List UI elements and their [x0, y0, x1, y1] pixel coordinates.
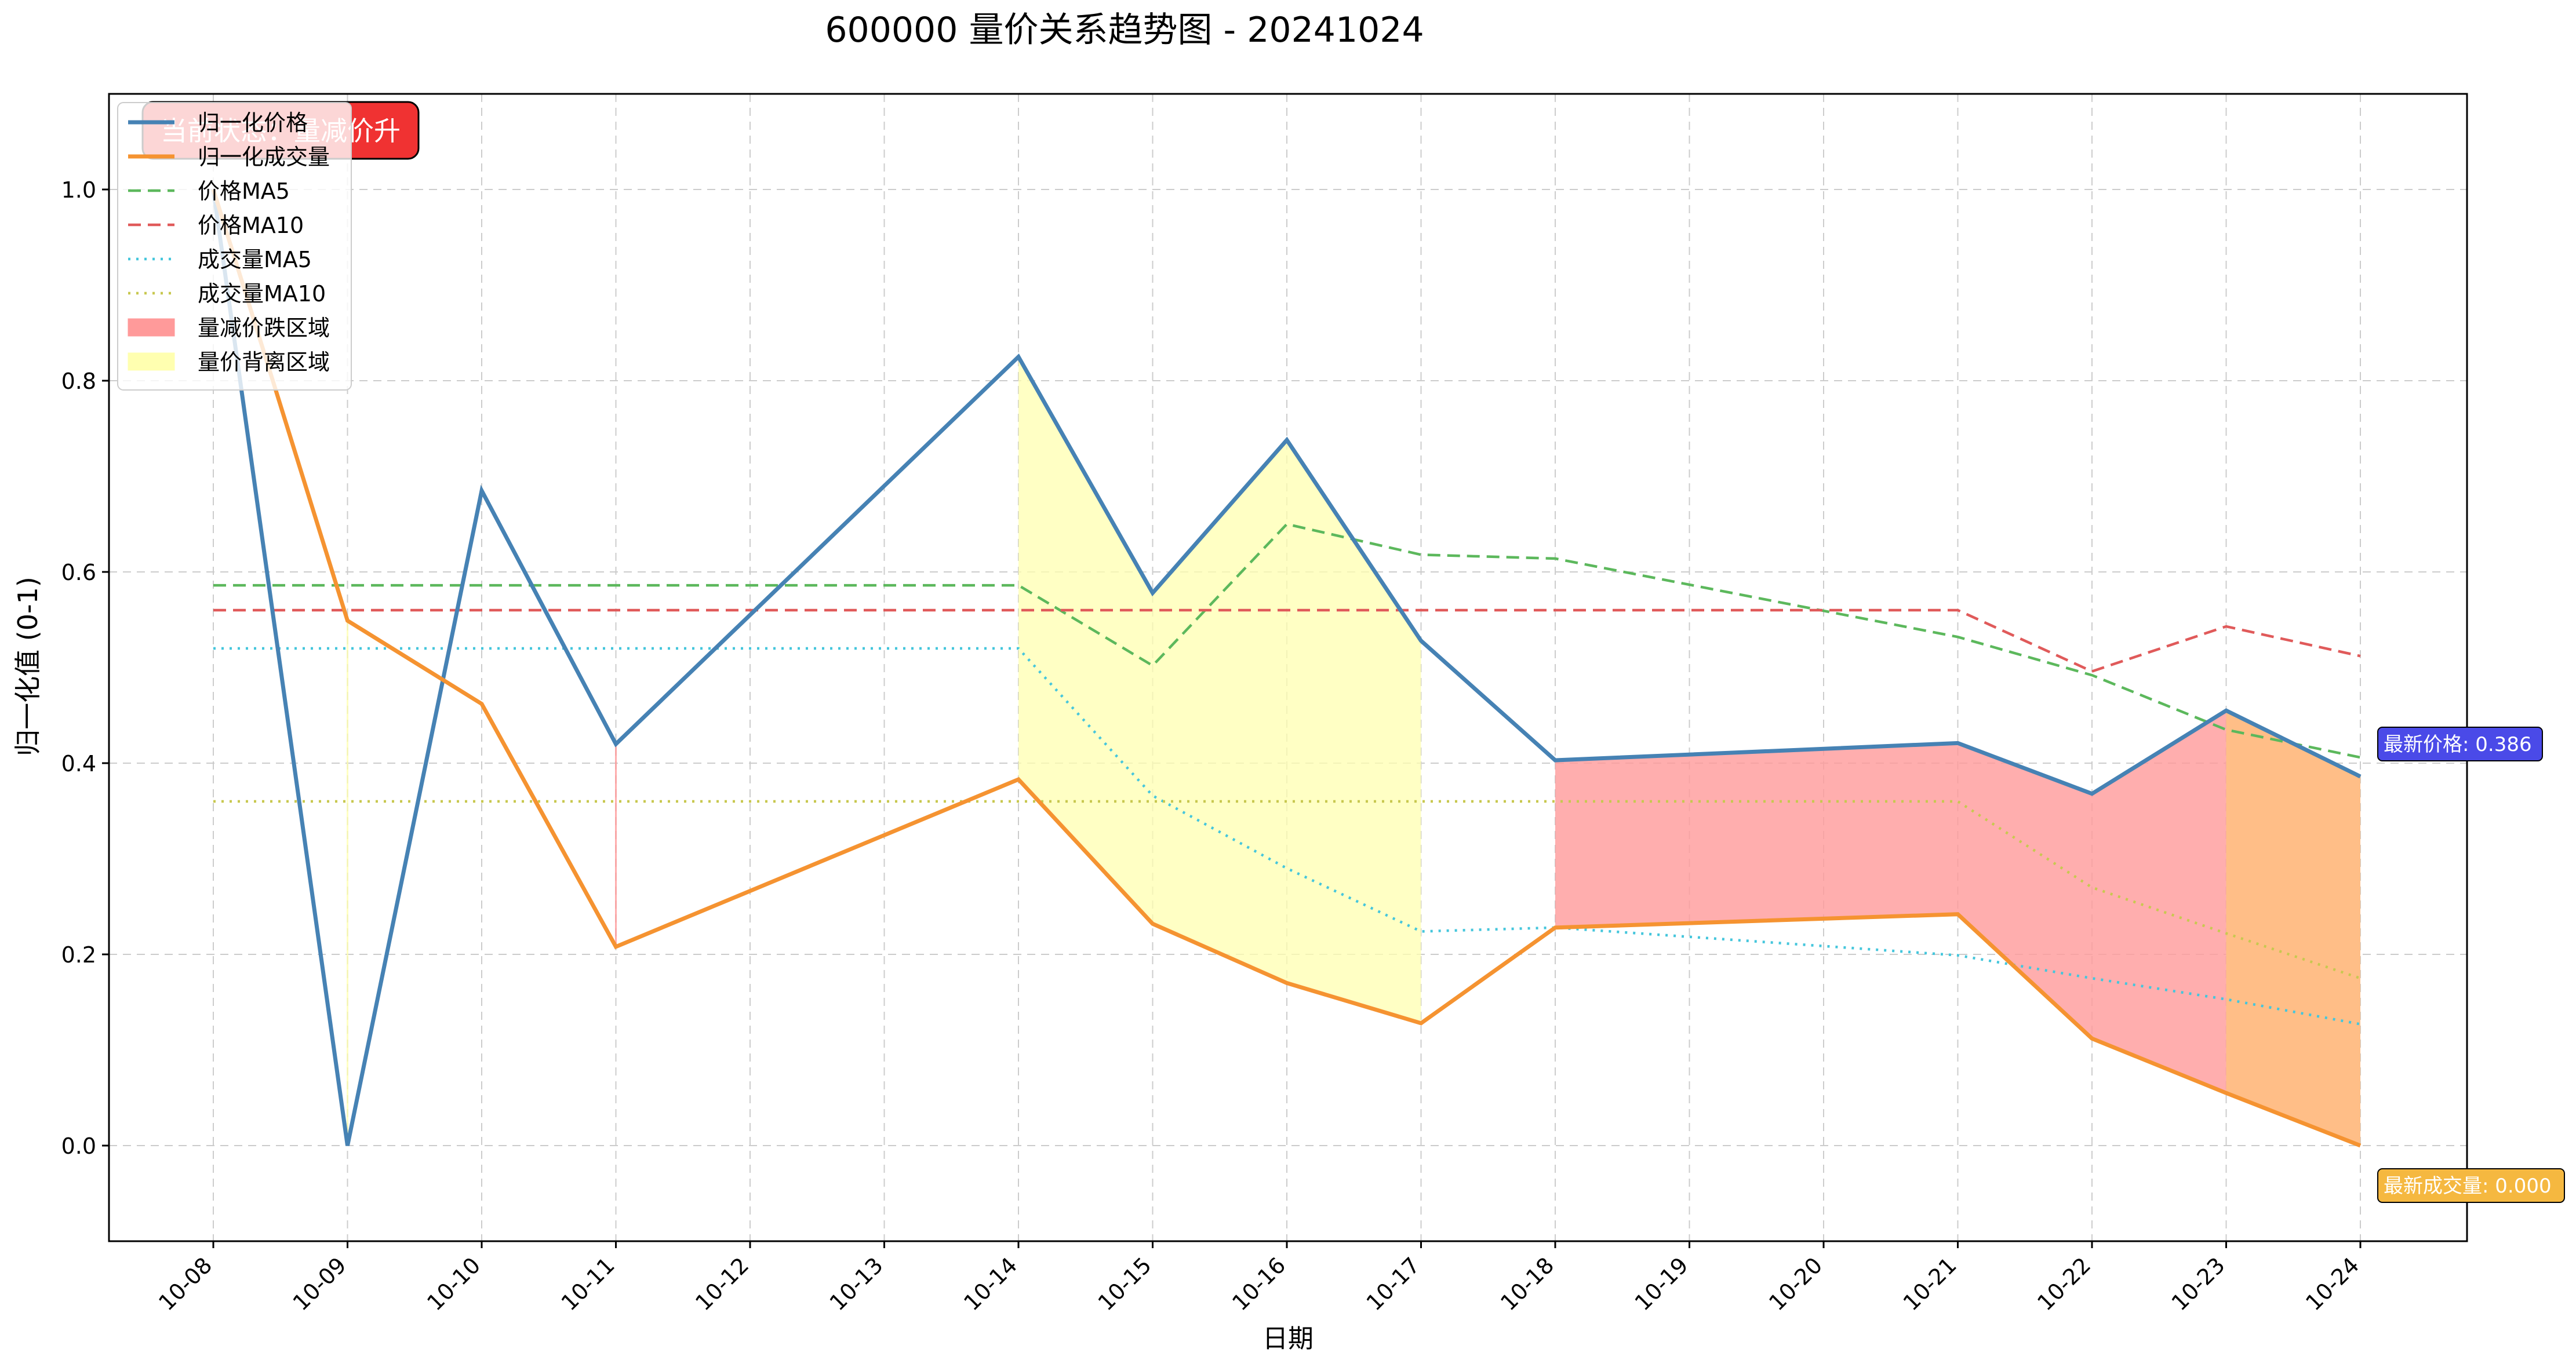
x-tick-label: 10-11 — [556, 1252, 620, 1315]
y-tick-label: 0.2 — [61, 942, 96, 968]
legend-label: 价格MA5 — [198, 178, 290, 204]
y-tick-label: 1.0 — [61, 177, 96, 203]
legend-label: 归一化价格 — [198, 110, 308, 136]
legend-label: 成交量MA5 — [198, 247, 312, 272]
series-line — [213, 647, 2361, 1026]
fill-region — [2226, 710, 2360, 1146]
legend-swatch — [128, 318, 175, 337]
legend-label: 价格MA10 — [198, 213, 304, 238]
y-axis-label: 归一化值 (0-1) — [12, 577, 43, 756]
fill-region — [1018, 356, 1421, 1023]
latest-price-text: 最新价格: 0.386 — [2384, 733, 2532, 756]
x-tick-label: 10-16 — [1227, 1252, 1290, 1315]
x-tick-label: 10-09 — [288, 1252, 351, 1315]
x-tick-label: 10-23 — [2167, 1252, 2230, 1315]
legend-label: 归一化成交量 — [198, 144, 330, 170]
series-line — [213, 608, 2361, 673]
series-lines — [211, 188, 2362, 1148]
x-tick-label: 10-19 — [1630, 1252, 1693, 1315]
y-tick-label: 0.6 — [61, 560, 96, 585]
y-tick-label: 0.0 — [61, 1133, 96, 1159]
x-tick-label: 10-24 — [2301, 1252, 2364, 1315]
legend-label: 量减价跌区域 — [198, 315, 330, 341]
x-tick-label: 10-15 — [1093, 1252, 1156, 1315]
latest-volume-text: 最新成交量: 0.000 — [2384, 1175, 2552, 1198]
x-tick-label: 10-10 — [422, 1252, 485, 1315]
y-tick-label: 0.8 — [61, 369, 96, 394]
x-axis-label: 日期 — [1262, 1324, 1314, 1354]
x-tick-label: 10-22 — [2032, 1252, 2095, 1315]
x-tick-label: 10-20 — [1764, 1252, 1827, 1315]
chart-title: 600000 量价关系趋势图 - 20241024 — [825, 10, 1424, 50]
latest-volume-annotation: 最新成交量: 0.000 — [2377, 1168, 2565, 1203]
x-tick-label: 10-12 — [690, 1252, 754, 1315]
x-tick-label: 10-21 — [1898, 1252, 1962, 1315]
x-tick-label: 10-13 — [825, 1252, 888, 1315]
plot-frame — [108, 93, 2468, 1242]
series-line — [211, 189, 2362, 1146]
x-tick-label: 10-08 — [154, 1252, 217, 1315]
series-line — [211, 188, 2362, 1148]
legend-label: 量价背离区域 — [198, 349, 330, 375]
fill-regions — [347, 356, 2360, 1146]
x-tick-label: 10-14 — [959, 1252, 1022, 1315]
series-line — [213, 523, 2361, 759]
legend-label: 成交量MA10 — [198, 281, 326, 307]
x-tick-label: 10-18 — [1496, 1252, 1559, 1315]
legend-swatch — [128, 352, 175, 371]
fill-region — [1555, 710, 2226, 1093]
y-tick-label: 0.4 — [61, 751, 96, 776]
latest-price-annotation: 最新价格: 0.386 — [2377, 727, 2543, 761]
x-tick-label: 10-17 — [1362, 1252, 1425, 1315]
legend-box — [117, 102, 352, 391]
